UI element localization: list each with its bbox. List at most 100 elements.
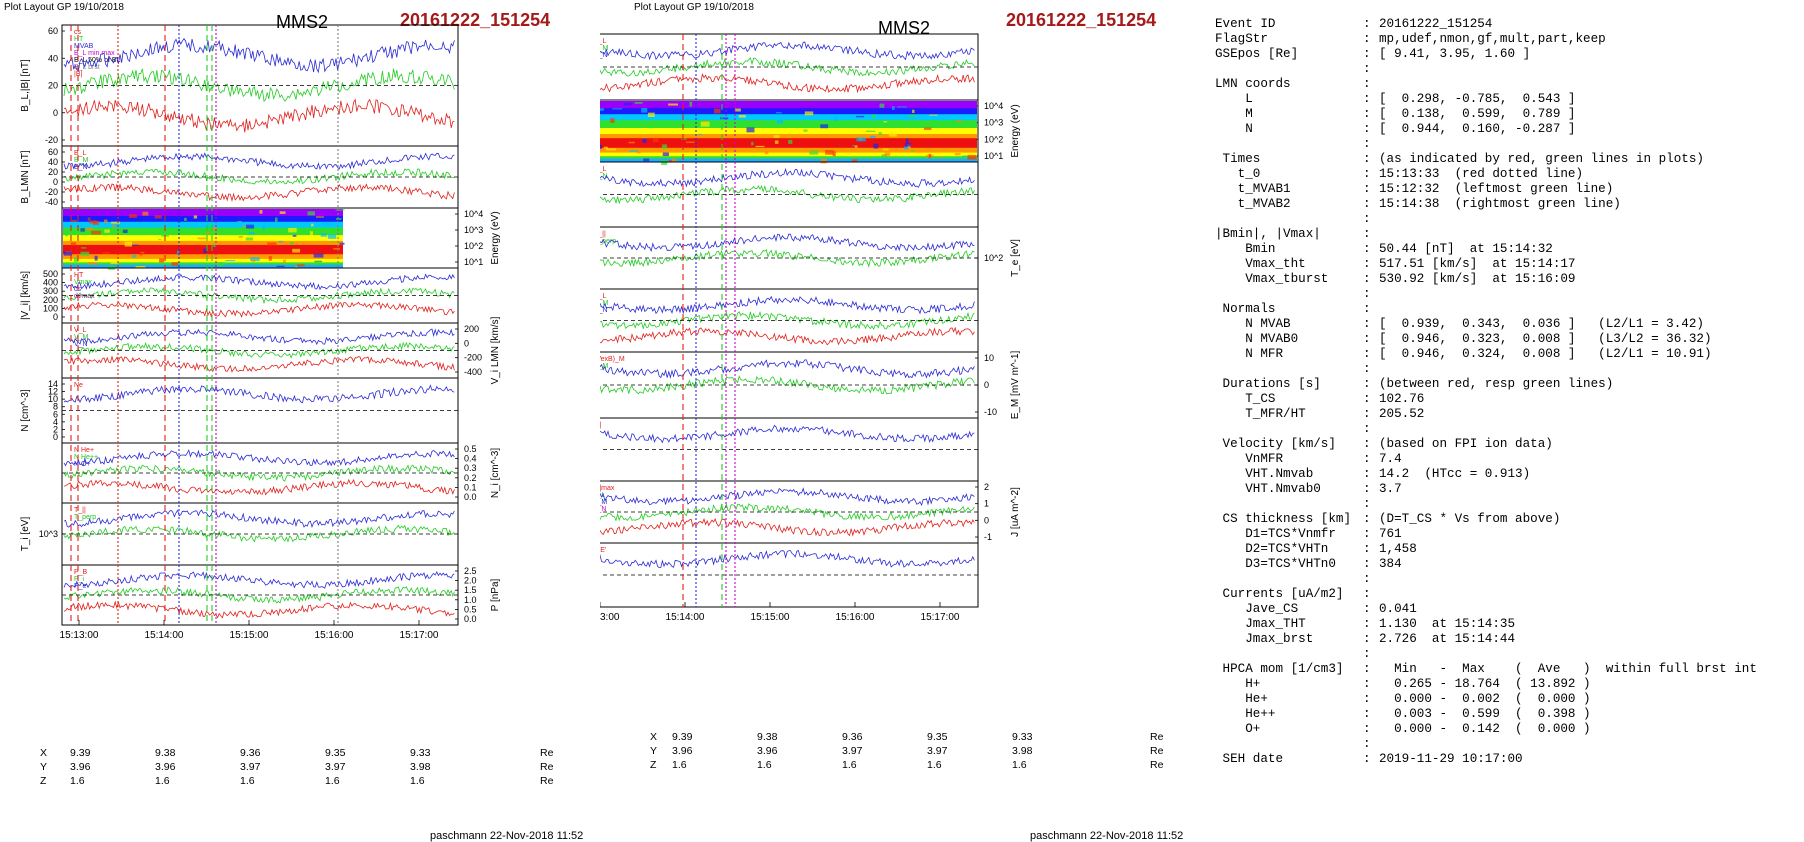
info-colon: : [1363, 722, 1371, 736]
left-panel-4: |V_i| [km/s]5004003002001000HTVmaxcsdvma… [20, 267, 459, 324]
info-key: D1=TCS*Vnmfr [1215, 527, 1336, 541]
left-panel-ylabel: N [cm^-3] [20, 389, 31, 432]
left-ytick-label: 0.0 [464, 614, 477, 624]
coord-value: 3.97 [842, 745, 863, 757]
coord-value: 9.33 [1012, 731, 1033, 743]
right-series-line [600, 41, 975, 61]
info-value: 0.265 - 18.764 ( 13.892 ) [1379, 677, 1591, 691]
info-value: 530.92 [km/s] at 15:16:09 [1379, 272, 1576, 286]
info-colon: : [1363, 737, 1371, 751]
left-series-line [63, 273, 455, 291]
right-panel-6: E_M [mV m^-1] 10 0 -10 (VexB)_ME_M [600, 350, 1021, 419]
coord-name: X [40, 747, 48, 759]
info-key: GSEpos [Re] [1215, 47, 1299, 61]
left-ytick-label: 10^1 [464, 257, 483, 267]
info-key: LMN coords [1215, 77, 1291, 91]
info-colon: : [1363, 662, 1371, 676]
left-xtick-label: 15:13:00 [60, 630, 99, 641]
coord-value: 1.6 [410, 775, 425, 787]
info-value: [ 0.138, 0.599, 0.789 ] [1379, 107, 1576, 121]
info-value: [ 0.946, 0.323, 0.008 ] (L3/L2 = 36.32) [1379, 332, 1712, 346]
info-colon: : [1363, 497, 1371, 511]
left-series-line [63, 183, 455, 202]
right-xtick-label: 15:16:00 [836, 612, 875, 623]
left-legend-entry: P_B [74, 569, 88, 576]
right-legend-entry: T_|| [600, 231, 606, 238]
info-key: FlagStr [1215, 32, 1268, 46]
info-colon: : [1363, 677, 1371, 691]
info-value: 0.000 - 0.002 ( 0.000 ) [1379, 692, 1591, 706]
left-ytick-label: 200 [43, 295, 58, 305]
info-colon: : [1363, 287, 1371, 301]
left-panel-5: V_i LMN [km/s] 200 0 -200 -400 V_LV_MV_N [61, 316, 501, 384]
left-panel-6: N [cm^-3]14121086420Ne [20, 377, 459, 444]
coord-value: 1.6 [672, 759, 687, 771]
info-colon: : [1363, 182, 1371, 196]
left-legend-entry: T_perp [74, 514, 96, 521]
right-layout-label: Plot Layout GP 19/10/2018 [634, 2, 754, 13]
right-series-line [600, 184, 975, 205]
info-value: 0.000 - 0.142 ( 0.000 ) [1379, 722, 1591, 736]
left-ytick-label: 0.0 [464, 492, 477, 502]
left-series-line [63, 449, 455, 467]
info-colon: : [1363, 347, 1371, 361]
coord-value: 3.97 [240, 761, 261, 773]
coord-unit: Re [540, 747, 554, 759]
info-key: VHT.Nmvab0 [1215, 482, 1321, 496]
left-ytick-label: 400 [43, 278, 58, 288]
info-colon: : [1363, 32, 1371, 46]
info-value: 1,458 [1379, 542, 1417, 556]
left-legend-entry: T_|| [74, 507, 86, 514]
right-series-line [600, 326, 975, 346]
info-key: SEH date [1215, 752, 1284, 766]
right-panel-2: Energy (eV) 10^4 10^3 10^2 10^1 [600, 99, 1021, 166]
info-key: Event ID [1215, 17, 1276, 31]
right-ytick-label: 10 [984, 353, 994, 363]
coord-value: 1.6 [1012, 759, 1027, 771]
info-colon: : [1363, 377, 1371, 391]
coord-name: Y [40, 761, 48, 773]
coord-value: 3.96 [155, 761, 176, 773]
info-colon: : [1363, 707, 1371, 721]
right-panel-4: T_e [eV] 10^2 T_||T_perp [600, 226, 1021, 290]
info-colon: : [1363, 482, 1371, 496]
left-ytick-label: 0 [53, 312, 58, 322]
info-value: 384 [1379, 557, 1402, 571]
right-ytick-label: -1 [984, 532, 992, 542]
right-panel-9: J*E' [nW m^-3]50-5-10J*E' [600, 542, 979, 608]
info-colon: : [1363, 227, 1371, 241]
left-xtick-label: 15:17:00 [400, 630, 439, 641]
left-series-line [63, 341, 455, 359]
left-legend-entry: HT [74, 272, 84, 279]
info-key: Jmax_THT [1215, 617, 1306, 631]
left-series-line [63, 68, 455, 102]
left-spacecraft-title: MMS2 [276, 12, 329, 32]
info-colon: : [1363, 422, 1371, 436]
coord-name: X [650, 731, 658, 743]
info-colon: : [1363, 572, 1371, 586]
left-xtick-label: 15:14:00 [145, 630, 184, 641]
left-panel-ylabel: B_LMN [nT] [20, 150, 31, 204]
left-ytick-label: 2.5 [464, 566, 477, 576]
coord-value: 9.39 [672, 731, 693, 743]
left-ytick-label: 14 [48, 379, 58, 389]
left-ytick-label: 8 [53, 402, 58, 412]
left-legend-entry: V_N [74, 341, 88, 348]
left-legend-entry: P_i [74, 576, 85, 583]
right-legend-entry: J*E' [600, 547, 606, 554]
info-value: mp,udef,nmon,gf,mult,part,keep [1379, 32, 1606, 46]
left-panel-ylabel: N_i [cm^-3] [490, 448, 501, 498]
right-ytick-label: 1 [984, 499, 989, 509]
info-colon: : [1363, 257, 1371, 271]
right-series-line [600, 517, 975, 537]
left-ytick-label: 60 [48, 26, 58, 36]
left-panel-3: Energy (eV) 10^4 10^3 10^2 10^1 [61, 207, 501, 270]
coord-value: 9.36 [240, 747, 261, 759]
coord-value: 9.39 [70, 747, 91, 759]
right-panel-ylabel: E_M [mV m^-1] [1010, 350, 1021, 419]
info-value: 1.130 at 15:14:35 [1379, 617, 1516, 631]
info-colon: : [1363, 197, 1371, 211]
info-value: 205.52 [1379, 407, 1425, 421]
info-colon: : [1363, 62, 1371, 76]
